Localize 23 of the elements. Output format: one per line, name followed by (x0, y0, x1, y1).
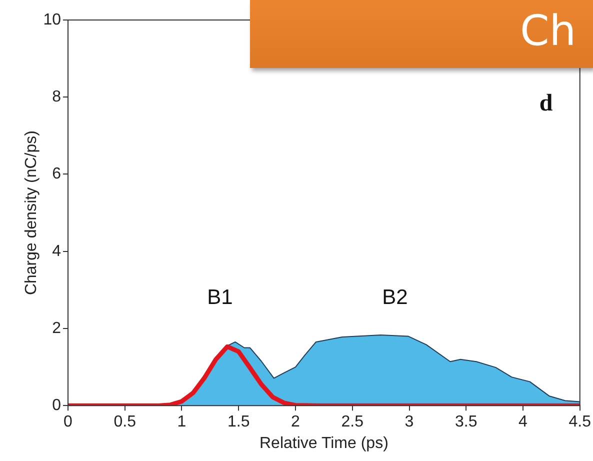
y-axis-title: Charge density (nC/ps) (23, 130, 40, 296)
annotation: d (539, 90, 553, 118)
x-tick-label: 1.5 (228, 414, 250, 431)
x-tick-label: 3 (404, 414, 414, 431)
annotation: Ch (520, 6, 576, 56)
x-tick-label: 0.5 (114, 414, 136, 431)
y-tick-label: 10 (43, 11, 62, 28)
y-tick-label: 2 (52, 320, 62, 337)
x-axis-title: Relative Time (ps) (259, 434, 388, 452)
x-tick-label: 0 (64, 414, 73, 431)
x-tick-label: 2 (291, 414, 300, 431)
annotation: B1 (207, 286, 233, 310)
y-tick-label: 6 (52, 166, 62, 183)
y-tick-label: 8 (52, 88, 62, 106)
x-tick-label: 4 (518, 414, 528, 431)
x-tick-label: 1 (177, 414, 186, 431)
annotation: B2 (382, 286, 408, 310)
x-tick-label: 2.5 (341, 414, 364, 431)
banner: Ch (250, 0, 593, 68)
x-tick-label: 4.5 (568, 414, 592, 431)
x-tick-label: 3.5 (455, 414, 478, 431)
y-tick-label: 4 (52, 242, 62, 260)
y-tick-label: 0 (52, 397, 62, 414)
